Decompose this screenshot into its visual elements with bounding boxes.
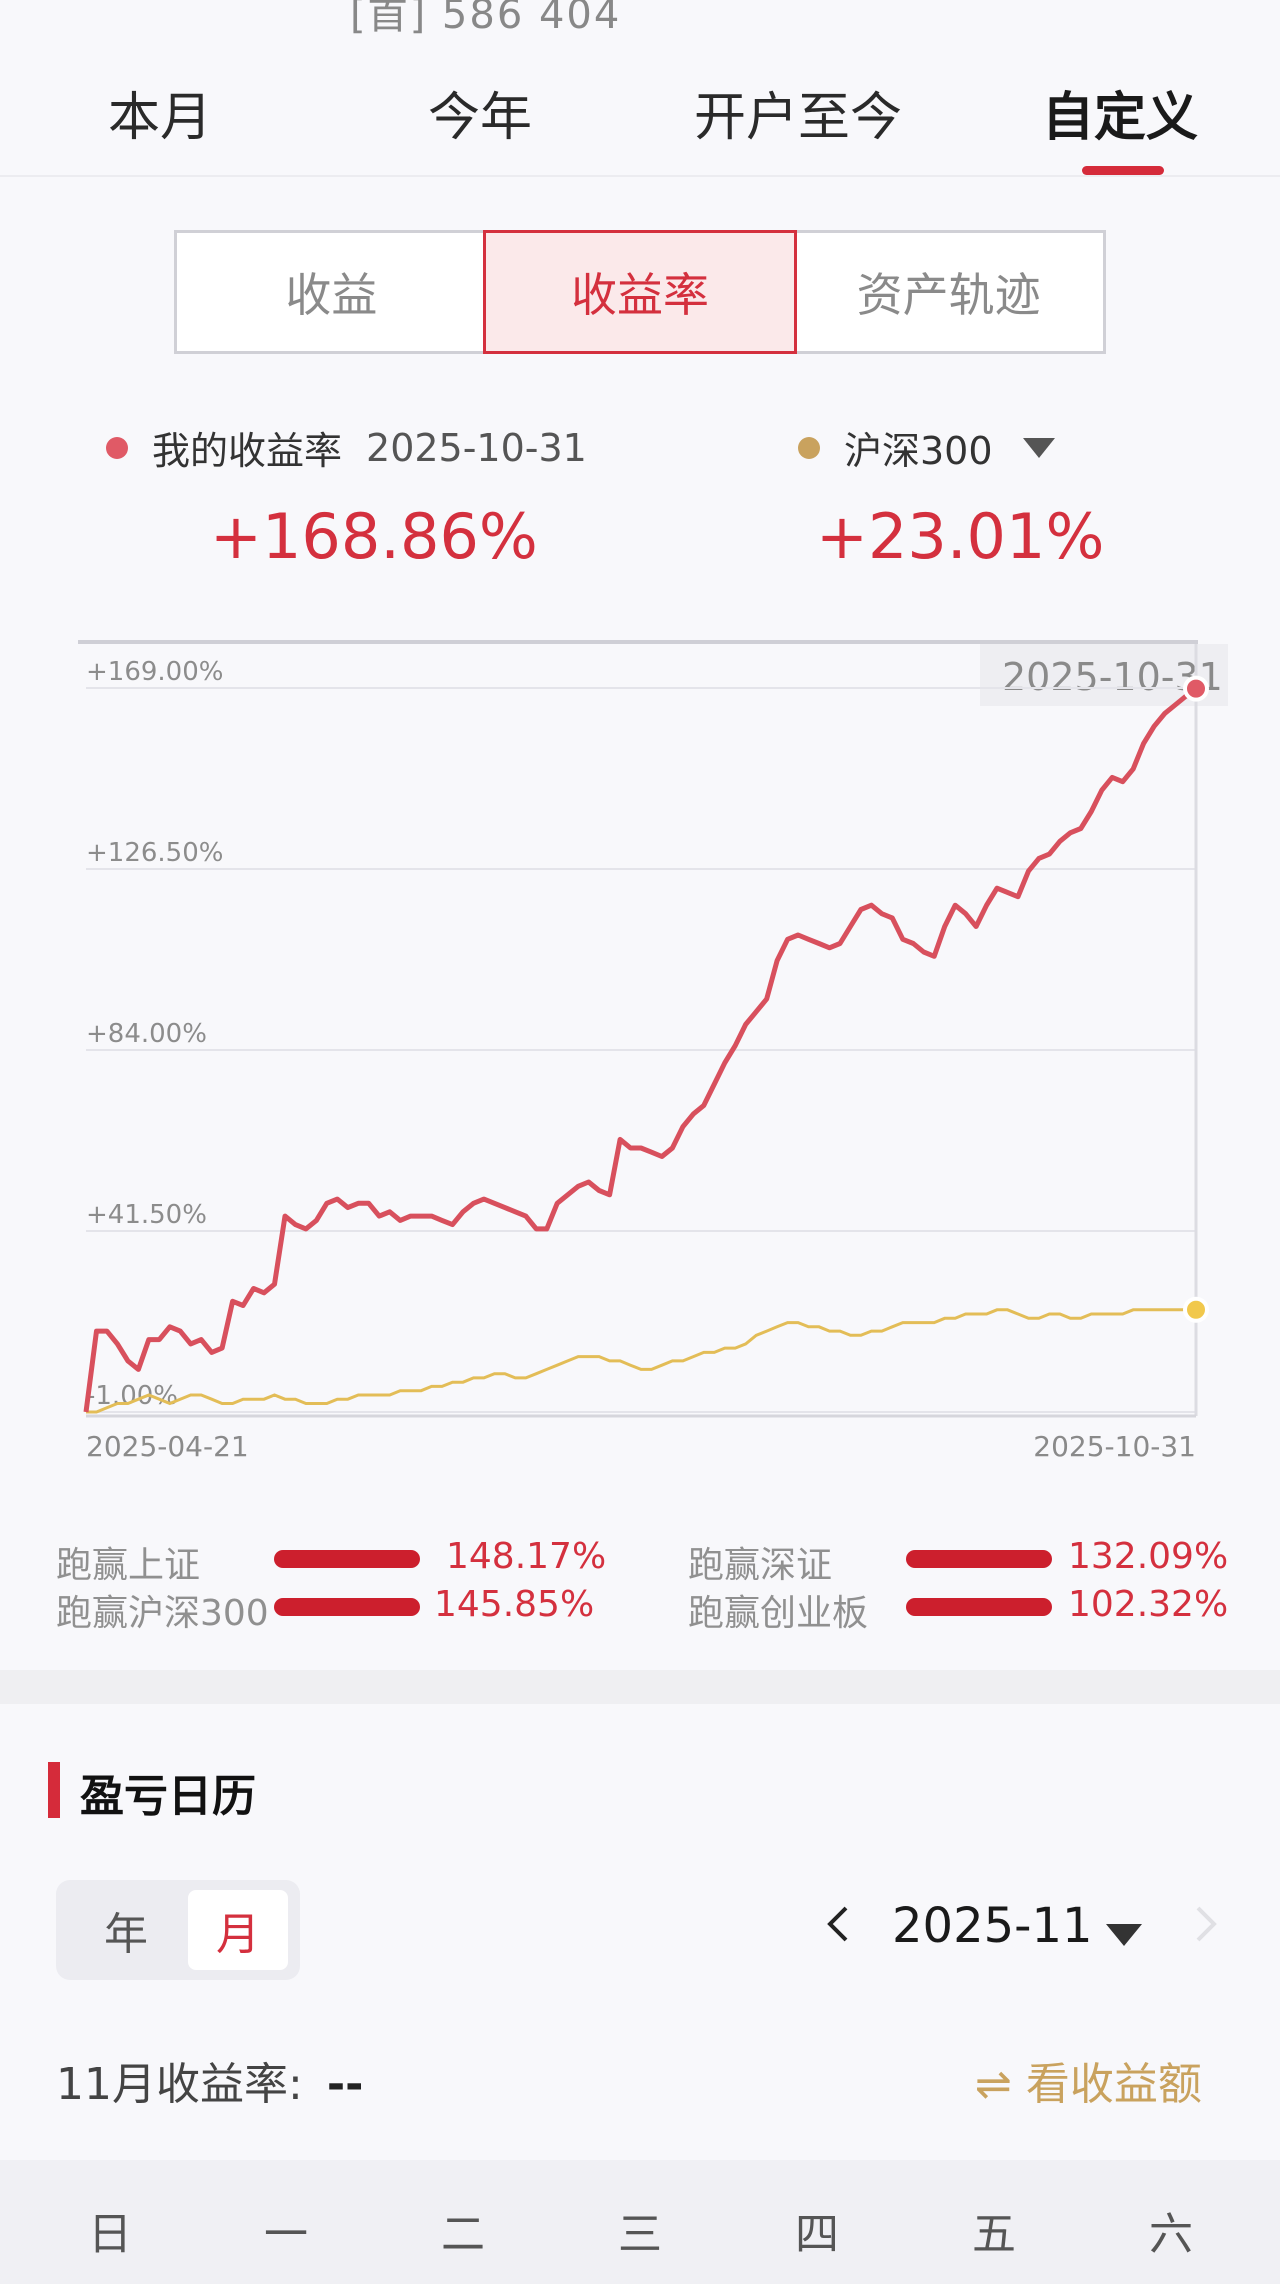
calendar-title: 盈亏日历 xyxy=(80,1771,256,1822)
dropdown-triangle-icon[interactable] xyxy=(1022,437,1055,458)
series-end-point-mine xyxy=(1183,675,1209,702)
toggle-year[interactable]: 年 xyxy=(104,1909,148,1960)
top-cut-header-text: [首] 586 404 xyxy=(350,0,622,38)
metric-segmented-control: 收益 收益率 资产轨迹 xyxy=(174,230,1106,354)
month-rate-label: 11月收益率: xyxy=(56,2059,303,2110)
tab-since-opening[interactable]: 开户至今 xyxy=(694,88,903,148)
weekday-wed: 三 xyxy=(618,2209,662,2260)
next-month-button[interactable] xyxy=(1190,1900,1222,1960)
beat-shenzhen-value: 132.09% xyxy=(1068,1536,1229,1577)
mine-return-value: +168.86% xyxy=(210,500,538,573)
beat-shenzhen-bar xyxy=(906,1550,1052,1568)
y-tick-label: +41.50% xyxy=(86,1200,207,1230)
month-rate-value: -- xyxy=(326,2059,364,2110)
legend-benchmark[interactable]: 沪深300 xyxy=(798,420,1055,475)
return-rate-chart[interactable]: 2025-10-31 +169.00% +126.50% +84.00% +41.50… xyxy=(0,630,1280,1480)
active-tab-indicator xyxy=(1082,166,1164,175)
beat-chinext-label: 跑赢创业板 xyxy=(688,1593,869,1634)
weekday-tue: 二 xyxy=(441,2209,485,2260)
segment-asset-track[interactable]: 资产轨迹 xyxy=(856,268,1041,322)
prev-month-button[interactable] xyxy=(822,1900,854,1960)
weekday-fri: 五 xyxy=(972,2209,1016,2260)
month-dropdown-icon[interactable] xyxy=(1106,1924,1142,1946)
legend-benchmark-label: 沪深300 xyxy=(844,429,993,473)
x-end-label: 2025-10-31 xyxy=(1033,1430,1196,1463)
toggle-month[interactable]: 月 xyxy=(188,1890,288,1970)
beat-shenzhen-label: 跑赢深证 xyxy=(688,1545,833,1586)
month-label[interactable]: 2025-11 xyxy=(892,1898,1093,1954)
chevron-right-icon xyxy=(1196,1906,1217,1942)
tab-this-month[interactable]: 本月 xyxy=(108,88,213,148)
divider xyxy=(0,175,1280,177)
series-end-point-benchmark xyxy=(1183,1296,1209,1323)
series-line-benchmark xyxy=(86,1308,1197,1414)
y-tick-label: +169.00% xyxy=(86,657,223,687)
weekday-mon: 一 xyxy=(264,2209,308,2260)
beat-chinext-value: 102.32% xyxy=(1068,1584,1229,1625)
weekday-sun: 日 xyxy=(88,2209,132,2260)
segment-return-rate[interactable]: 收益率 xyxy=(482,230,798,354)
beat-csi300-bar xyxy=(274,1598,420,1616)
benchmark-dot-icon xyxy=(798,436,820,459)
tab-custom[interactable]: 自定义 xyxy=(1042,88,1199,148)
weekday-thu: 四 xyxy=(795,2209,839,2260)
period-tabs: 本月 今年 开户至今 自定义 xyxy=(0,50,1280,175)
section-separator xyxy=(0,1670,1280,1704)
section-accent-bar xyxy=(48,1762,60,1818)
beat-csi300-value: 145.85% xyxy=(434,1584,595,1625)
y-tick-label: -1.00% xyxy=(86,1381,178,1411)
legend-mine: 我的收益率 2025-10-31 xyxy=(106,420,587,475)
benchmark-return-value: +23.01% xyxy=(816,500,1105,573)
legend-mine-label: 我的收益率 xyxy=(152,429,343,473)
beat-shanghai-value: 148.17% xyxy=(446,1536,607,1577)
y-tick-label: +84.00% xyxy=(86,1019,207,1049)
tab-this-year[interactable]: 今年 xyxy=(428,88,533,148)
x-start-label: 2025-04-21 xyxy=(86,1430,249,1463)
mine-dot-icon xyxy=(106,436,128,459)
segment-profit[interactable]: 收益 xyxy=(285,268,378,322)
month-rate-row: 11月收益率: -- xyxy=(56,2048,363,2112)
series-line-mine xyxy=(83,686,1198,1413)
year-month-toggle: 年 月 xyxy=(56,1880,300,1980)
beat-shanghai-label: 跑赢上证 xyxy=(56,1545,201,1586)
beat-csi300-label: 跑赢沪深300 xyxy=(56,1593,269,1634)
legend-mine-date: 2025-10-31 xyxy=(366,425,587,470)
beat-chinext-bar xyxy=(906,1598,1052,1616)
chevron-left-icon xyxy=(827,1906,848,1942)
chart-top-border xyxy=(78,640,1198,644)
view-profit-amount-link[interactable]: ⇌ 看收益额 xyxy=(975,2059,1202,2110)
weekday-sat: 六 xyxy=(1149,2209,1193,2260)
weekday-header: 日 一 二 三 四 五 六 xyxy=(0,2160,1280,2284)
beat-shanghai-bar xyxy=(274,1550,420,1568)
y-tick-label: +126.50% xyxy=(86,838,223,868)
